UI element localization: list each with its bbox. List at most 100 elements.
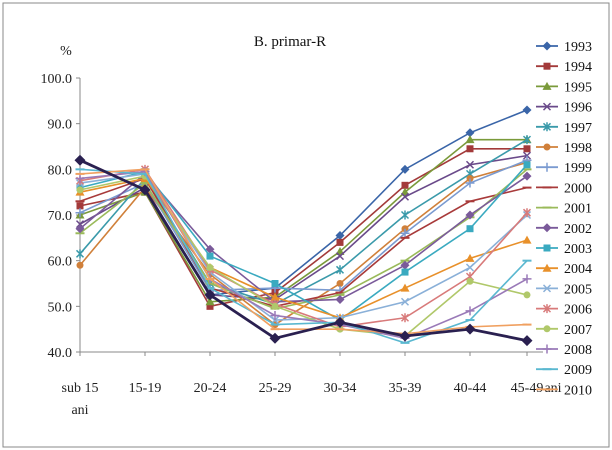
data-point [465,306,475,316]
data-point [205,244,215,254]
legend-item-2004: 2004 [536,262,592,277]
data-point [206,264,214,272]
legend-swatch-marker [542,223,552,233]
legend-swatch-marker [542,122,552,132]
series-line [79,175,528,337]
legend-item-1996: 1996 [536,101,592,116]
series-line [79,168,528,344]
data-point [400,313,410,323]
data-point [270,292,280,301]
data-point [335,231,345,241]
legend-item-2003: 2003 [536,242,592,257]
data-point [271,302,279,310]
data-point [522,208,532,218]
data-point [523,161,531,169]
data-point [522,151,532,160]
legend-item-1998: 1998 [536,141,592,156]
data-point [464,323,476,335]
series-line [79,158,528,342]
data-point [522,274,532,284]
chart-title: B. primar-R [254,34,326,50]
data-point [335,252,345,261]
data-point [75,224,85,234]
legend-label: 2007 [564,323,592,338]
legend-item-2006: 2006 [536,303,592,318]
legend-swatch-marker [543,244,551,252]
legend-swatch-marker [543,143,551,151]
data-point [75,173,85,183]
legend-swatch-marker [542,162,552,172]
legend-swatch-marker [542,344,552,354]
x-tick-label-line2: ani [71,403,88,418]
series-line [79,109,528,296]
data-point [76,261,84,269]
series-line [79,170,528,340]
data-point [271,289,279,297]
legend-item-2010: 2010 [536,383,592,398]
legend-item-1999: 1999 [536,161,592,176]
legend-label: 2001 [564,202,592,217]
legend-swatch-marker [542,81,552,90]
data-point [466,145,474,153]
legend-item-1997: 1997 [536,121,592,136]
data-point [75,249,85,259]
data-point [271,280,279,287]
data-point [335,294,345,304]
legend-label: 2010 [564,383,592,398]
legend-label: 2008 [564,343,592,358]
data-point [399,330,411,342]
data-point [400,164,410,174]
data-point [466,277,474,285]
data-point [465,253,475,262]
legend-item-2008: 2008 [536,343,592,358]
legend-item-1993: 1993 [536,40,592,55]
legend: 1993 1994 1995 1996 1997 1998 1999 2000 2001 2002… [536,40,592,398]
series-line [79,177,528,319]
legend-swatch-marker [543,325,551,333]
legend-item-2005: 2005 [536,282,592,297]
legend-label: 1999 [564,161,592,176]
data-point [401,225,409,233]
data-point [465,210,475,220]
data-point [465,135,475,144]
data-point [400,283,410,292]
data-point [465,178,475,188]
legend-swatch-marker [542,284,552,293]
legend-swatch-marker [542,263,552,272]
x-tick-label: sub 15 [62,381,99,396]
data-point [204,289,216,301]
data-point [206,252,214,260]
legend-label: 1998 [564,141,592,156]
data-point [521,335,533,347]
y-tick-label: 50.0 [48,300,73,315]
legend-swatch-marker [543,62,551,70]
legend-label: 1993 [564,40,592,55]
data-point [400,297,410,306]
data-point [270,316,280,325]
data-point [522,135,532,145]
legend-label: 1995 [564,80,592,95]
x-tick-label: 35-39 [389,381,422,396]
y-tick-label: 90.0 [48,118,73,133]
series-lines [74,105,533,347]
legend-item-2009: 2009 [536,363,592,378]
y-tick-label: 80.0 [48,163,73,178]
x-tick-label: 15-19 [129,381,162,396]
legend-label: 2000 [564,181,592,196]
data-point [336,280,344,287]
data-point [400,260,410,270]
y-tick-label: 70.0 [48,209,73,224]
legend-swatch-marker [542,102,552,111]
data-point [401,268,409,276]
legend-swatch-marker [542,41,552,51]
data-point [336,238,344,246]
data-point [334,316,346,328]
x-tick-label: 20-24 [194,381,227,396]
data-point [522,105,532,115]
data-point [401,181,409,189]
x-tick-label: 40-44 [454,381,487,396]
legend-item-2001: 2001 [536,202,592,217]
legend-item-2007: 2007 [536,323,592,338]
